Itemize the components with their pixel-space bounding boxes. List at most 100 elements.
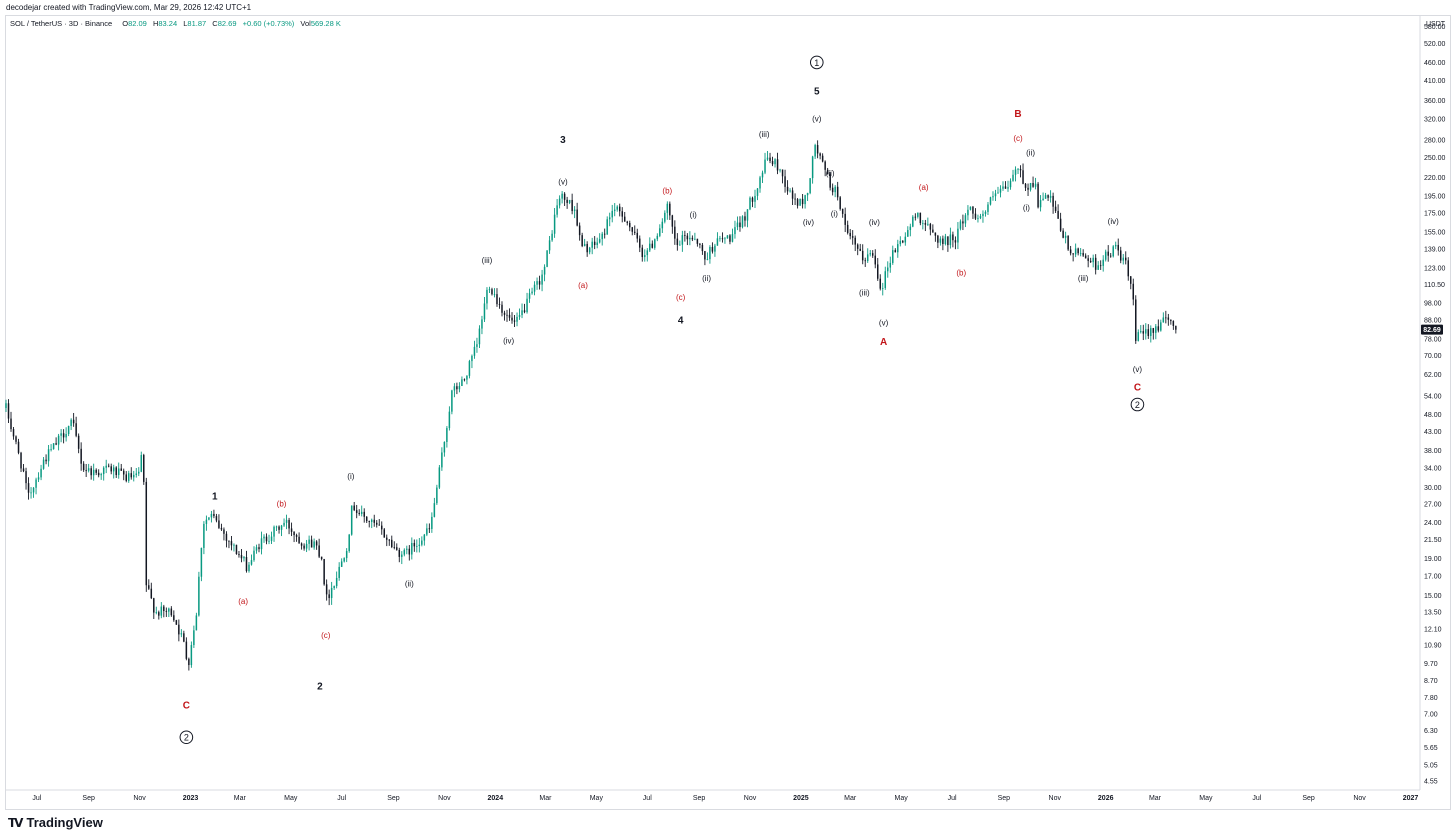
candle — [150, 582, 153, 600]
volume-label: Vol — [300, 19, 311, 28]
candle — [263, 534, 265, 543]
wave-label-text: B — [1014, 109, 1021, 120]
wave-label: (v) — [558, 178, 568, 187]
wave-label-text: (b) — [956, 269, 966, 278]
candle — [1150, 325, 1152, 343]
candle — [904, 232, 907, 246]
candle — [929, 222, 932, 236]
candle — [1049, 190, 1052, 203]
candle — [230, 536, 233, 551]
candle — [546, 250, 548, 268]
candle — [987, 201, 989, 215]
candle — [781, 169, 784, 184]
candle — [1054, 200, 1057, 213]
wave-label: (iv) — [869, 218, 880, 227]
candle — [1145, 323, 1147, 340]
time-tick: Sep — [1302, 795, 1315, 802]
wave-label: (ii) — [1026, 149, 1035, 158]
symbol-title[interactable]: SOL / TetherUS · 3D · Binance — [10, 19, 113, 28]
candle — [398, 547, 401, 563]
candle — [496, 288, 498, 307]
candle — [160, 602, 163, 619]
wave-label-text: 3 — [560, 135, 566, 146]
candle — [616, 205, 618, 212]
candle — [656, 233, 659, 242]
candle — [744, 211, 746, 227]
tradingview-logo-icon: 𝗧𝗩 — [8, 815, 24, 830]
candle — [503, 310, 506, 321]
wave-label-text: (c) — [1013, 134, 1023, 143]
candle — [866, 248, 869, 263]
wave-label-text: (iv) — [1108, 217, 1119, 226]
candle — [1064, 231, 1067, 244]
candle — [250, 554, 253, 566]
candle — [771, 156, 774, 167]
candle — [1160, 319, 1162, 332]
candle — [471, 354, 473, 369]
open-label: O — [122, 19, 129, 28]
candle — [323, 558, 325, 586]
candle — [969, 206, 972, 211]
candle — [731, 228, 734, 243]
candle — [1084, 253, 1087, 259]
candle — [280, 524, 283, 537]
candle — [185, 637, 188, 661]
wave-label: (i) — [690, 210, 697, 219]
candle — [373, 514, 375, 527]
candle — [320, 556, 323, 561]
time-tick: 2027 — [1403, 795, 1419, 802]
candle — [112, 464, 115, 479]
wave-label: (c) — [1013, 134, 1023, 143]
candle — [290, 522, 293, 537]
time-tick: 2026 — [1098, 795, 1114, 802]
price-tick: 7.80 — [1424, 695, 1438, 702]
tradingview-logo[interactable]: 𝗧𝗩 TradingView — [8, 815, 103, 830]
candle — [258, 543, 260, 553]
candle — [962, 214, 964, 231]
price-axis-unit: USDT — [1426, 21, 1446, 28]
wave-label-text: (iv) — [803, 218, 814, 227]
candle — [32, 487, 35, 498]
price-tick: 30.00 — [1424, 485, 1442, 492]
wave-label-text: (a) — [238, 597, 248, 606]
wave-label: 4 — [678, 316, 684, 327]
candle — [696, 238, 699, 247]
candle — [674, 220, 676, 245]
candle — [243, 555, 245, 562]
candle — [759, 175, 761, 193]
candle — [591, 237, 593, 255]
candle — [553, 208, 556, 238]
candle — [636, 228, 639, 243]
price-tick: 8.70 — [1424, 678, 1438, 685]
wave-label: (iv) — [503, 337, 514, 346]
candle — [754, 189, 756, 209]
candle — [27, 477, 30, 500]
candle — [709, 245, 711, 264]
candle — [463, 378, 466, 382]
candle — [681, 230, 684, 252]
candle — [1089, 257, 1092, 263]
candle — [110, 463, 112, 475]
candle — [666, 201, 669, 220]
candle — [448, 406, 451, 431]
candle — [533, 281, 536, 296]
candle — [275, 525, 278, 532]
time-tick: Nov — [133, 795, 146, 802]
candle — [1119, 246, 1122, 264]
wave-label: A — [880, 337, 887, 348]
candle — [736, 216, 739, 231]
candle — [1009, 178, 1012, 190]
candle — [493, 288, 496, 298]
candle — [260, 531, 263, 555]
candle — [406, 545, 408, 555]
candle — [1087, 255, 1089, 268]
candle — [543, 264, 546, 282]
candle — [428, 523, 431, 533]
candle — [215, 513, 218, 523]
candle — [924, 219, 927, 232]
candle — [107, 463, 110, 468]
candle — [1170, 319, 1172, 325]
candle — [233, 543, 235, 552]
candle — [974, 208, 977, 220]
